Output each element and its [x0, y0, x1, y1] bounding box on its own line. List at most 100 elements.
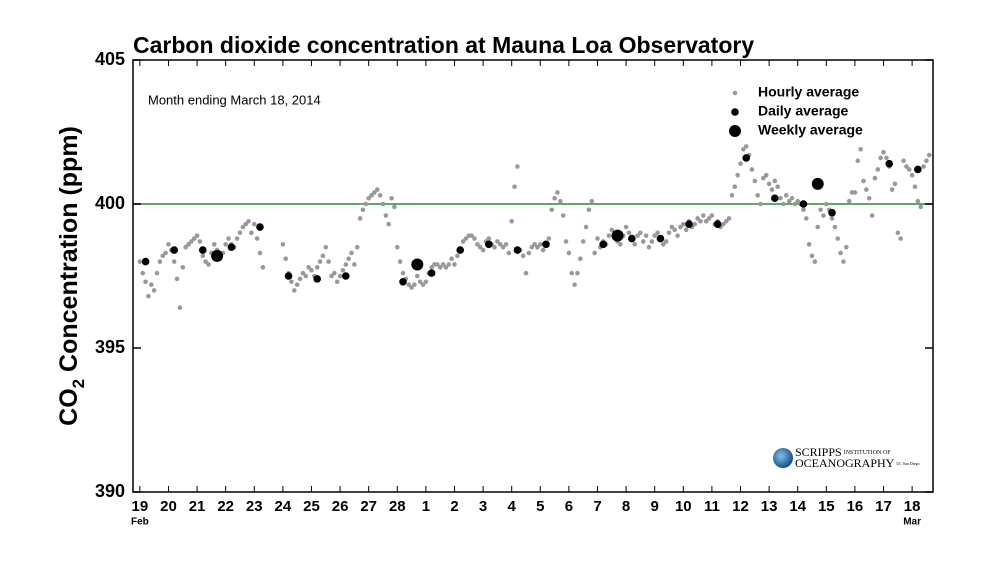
point — [500, 244, 506, 250]
x-tick-label: 3 — [479, 498, 487, 515]
point — [763, 172, 769, 178]
point — [174, 276, 180, 282]
point — [406, 282, 412, 287]
point — [549, 207, 555, 213]
point — [149, 282, 154, 287]
x-tick-label: 26 — [332, 498, 349, 515]
point — [761, 175, 766, 181]
x-tick-label: 2 — [450, 498, 458, 515]
point — [151, 288, 157, 293]
point — [443, 265, 449, 270]
point — [366, 195, 371, 201]
point — [294, 282, 300, 287]
x-tick-label: 21 — [189, 498, 206, 515]
y-label-subscript: 2 — [69, 379, 88, 388]
point — [256, 223, 264, 231]
series — [141, 154, 922, 286]
point — [666, 230, 672, 236]
point — [463, 236, 469, 241]
point — [881, 149, 886, 155]
point — [786, 198, 792, 204]
point — [709, 213, 715, 218]
point — [892, 181, 898, 187]
x-tick-label: 4 — [508, 498, 517, 515]
point — [480, 247, 486, 253]
point — [363, 201, 369, 207]
y-label-part: Concentration (ppm) — [55, 126, 83, 379]
point — [141, 257, 150, 266]
point — [532, 242, 537, 247]
point — [878, 155, 883, 161]
point — [772, 178, 778, 184]
x-tick-label: 8 — [622, 498, 630, 515]
point — [683, 227, 689, 233]
point — [885, 159, 894, 168]
point — [771, 194, 779, 203]
point — [411, 258, 424, 271]
point — [292, 288, 297, 293]
point — [685, 220, 693, 228]
x-tick-label: 9 — [651, 498, 659, 515]
logo-globe — [773, 448, 793, 468]
point — [766, 181, 772, 187]
point — [206, 262, 211, 267]
point — [821, 213, 826, 218]
x-tick-label: 11 — [704, 498, 720, 515]
point — [660, 242, 666, 247]
point — [420, 282, 426, 287]
point — [369, 193, 374, 198]
point — [555, 190, 560, 195]
point — [792, 201, 798, 207]
point — [313, 275, 321, 283]
point — [154, 270, 160, 276]
logo-word: UC San Diego — [896, 461, 919, 466]
point — [775, 184, 780, 190]
point — [334, 279, 340, 285]
point — [198, 246, 207, 254]
point — [828, 208, 836, 217]
point — [257, 250, 263, 256]
point — [240, 224, 246, 230]
point — [915, 198, 921, 204]
point — [721, 221, 726, 227]
point — [437, 265, 443, 270]
point — [749, 167, 755, 172]
point — [595, 236, 600, 241]
logo-word: OCEANOGRAPHY — [795, 456, 895, 470]
logo-text: SCRIPPS INSTITUTION OF — [795, 445, 891, 459]
point — [485, 240, 493, 249]
point — [635, 233, 640, 238]
point — [789, 195, 795, 201]
point — [380, 201, 386, 207]
point — [477, 244, 483, 250]
point — [542, 240, 550, 249]
point — [289, 279, 294, 285]
point — [669, 224, 675, 230]
point — [297, 276, 303, 282]
point — [838, 250, 843, 256]
point — [872, 175, 878, 181]
point — [460, 239, 466, 244]
x-tick-label: 5 — [536, 498, 544, 515]
point — [681, 221, 686, 227]
point — [177, 305, 183, 310]
point — [227, 243, 236, 251]
point — [846, 198, 852, 204]
point — [189, 239, 194, 244]
point — [713, 220, 722, 228]
point — [812, 259, 818, 264]
x-tick-label: 12 — [732, 498, 749, 515]
y-tick-label: 400 — [95, 193, 125, 213]
point — [623, 224, 629, 230]
point — [861, 178, 866, 184]
point — [260, 265, 266, 270]
point — [783, 193, 789, 198]
point — [866, 195, 872, 201]
point — [578, 256, 583, 262]
point — [695, 216, 700, 221]
month-label: Mar — [903, 517, 921, 528]
point — [374, 187, 380, 192]
point — [446, 262, 452, 267]
point — [486, 236, 492, 241]
y-tick-label: 405 — [95, 49, 125, 69]
